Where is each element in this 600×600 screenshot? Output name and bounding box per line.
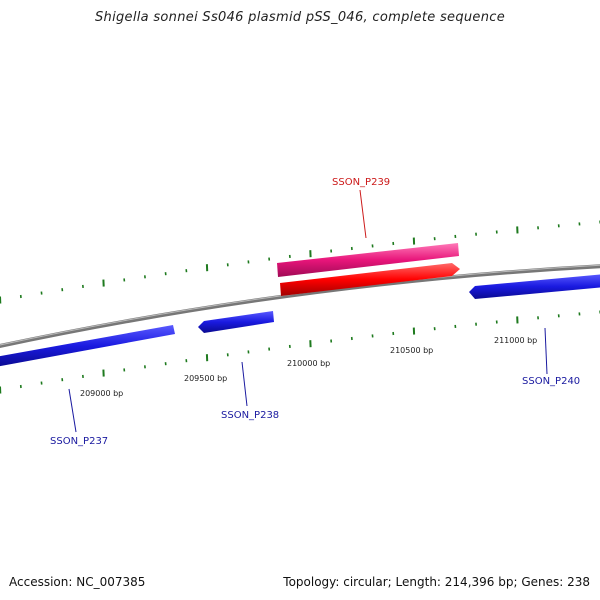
gene-SSON_P238[interactable] <box>198 311 274 333</box>
scale-label: 209000 bp <box>80 389 123 398</box>
scale-label: 209500 bp <box>184 374 227 383</box>
scale-label: 210500 bp <box>390 346 433 355</box>
scale-label: 211000 bp <box>494 336 537 345</box>
inner-tick-marks <box>0 310 600 394</box>
gene-label-SSON_P238: SSON_P238 <box>221 410 279 421</box>
gene-SSON_P239-cds[interactable] <box>280 263 460 296</box>
gene-label-SSON_P240: SSON_P240 <box>522 376 580 387</box>
gene-SSON_P239[interactable] <box>277 243 459 277</box>
sequence-backbone <box>0 264 600 348</box>
label-line-SSON_P238 <box>241 361 248 407</box>
map-title: Shigella sonnei Ss046 plasmid pSS_046, c… <box>94 10 506 25</box>
scale-label: 210000 bp <box>287 359 330 368</box>
gene-SSON_P237[interactable] <box>0 325 175 367</box>
label-line-SSON_P240 <box>544 327 548 375</box>
gene-SSON_P240[interactable] <box>469 274 600 299</box>
label-line-SSON_P239 <box>359 189 367 239</box>
sequence-backbone-highlight <box>0 264 600 346</box>
topology-summary: Topology: circular; Length: 214,396 bp; … <box>283 575 590 589</box>
label-line-SSON_P237 <box>68 388 77 433</box>
outer-tick-marks <box>0 220 600 304</box>
gene-label-SSON_P239: SSON_P239 <box>332 177 390 188</box>
gene-label-SSON_P237: SSON_P237 <box>50 436 108 447</box>
accession-text: Accession: NC_007385 <box>9 575 146 589</box>
